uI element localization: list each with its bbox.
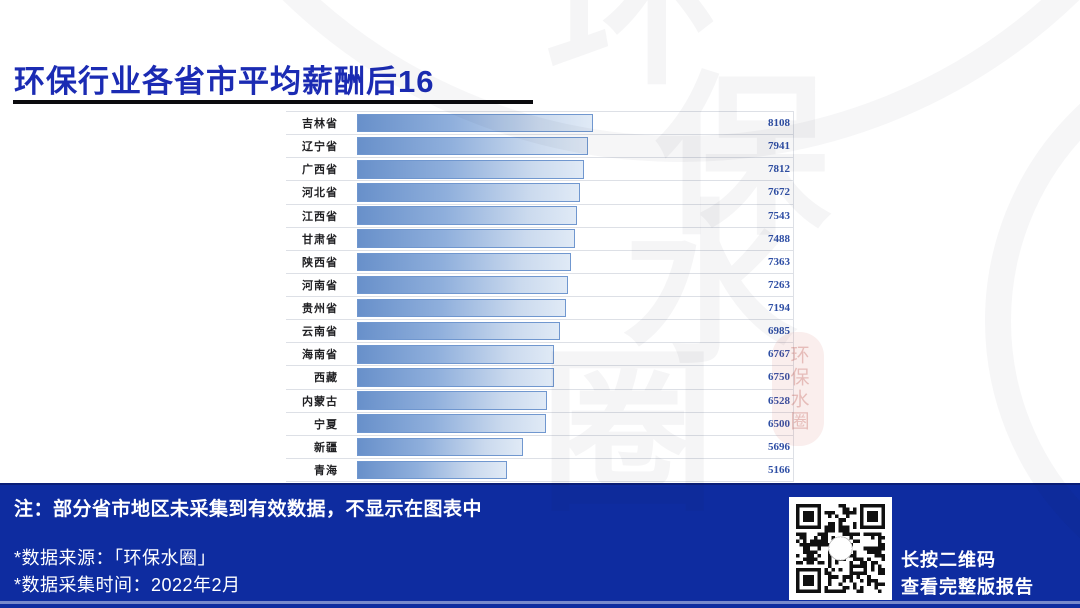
qr-caption-line1: 长按二维码 [901, 550, 996, 570]
chart-row: 海南省 6767 [286, 343, 793, 367]
value-label: 6750 [768, 371, 790, 384]
salary-bar [357, 160, 585, 179]
salary-bar [357, 391, 547, 410]
value-label: 7363 [768, 255, 790, 268]
footer-note: 注：部分省市地区未采集到有效数据，不显示在图表中 [14, 499, 483, 520]
value-label: 6985 [768, 325, 790, 338]
bar-track [357, 160, 793, 179]
chart-row: 青海 5166 [286, 459, 793, 482]
salary-bar [357, 414, 547, 433]
salary-bar-chart: 吉林省 8108 辽宁省 7941 广西省 7812 河北省 7672 江西省 7543 甘肃省 74… [286, 111, 794, 482]
chart-row: 广西省 7812 [286, 158, 793, 182]
data-collect-time-text: *数据采集时间：2022年2月 [14, 575, 241, 595]
salary-bar [357, 345, 554, 364]
province-label: 西藏 [314, 372, 338, 385]
value-label: 7488 [768, 232, 790, 245]
salary-bar [357, 206, 577, 225]
bar-track [357, 252, 793, 272]
data-source-text: *数据来源：「环保水圈」 [14, 548, 217, 568]
chart-row: 贵州省 7194 [286, 297, 793, 321]
watermark-char: 环 [545, 0, 720, 97]
value-label: 6500 [768, 417, 790, 430]
bar-track [357, 136, 793, 156]
salary-bar [357, 298, 567, 318]
chart-row: 内蒙古 6528 [286, 390, 793, 413]
bar-track [357, 345, 793, 364]
bar-track [357, 414, 793, 433]
chart-row: 河南省 7263 [286, 274, 793, 297]
province-label: 贵州省 [302, 303, 338, 316]
chart-row: 吉林省 8108 [286, 112, 793, 136]
salary-bar [357, 229, 575, 248]
chart-row: 西藏 6750 [286, 366, 793, 390]
province-label: 新疆 [314, 441, 338, 454]
province-label: 广西省 [302, 164, 338, 177]
chart-row: 江西省 7543 [286, 205, 793, 228]
bar-track [357, 437, 793, 457]
value-label: 7812 [768, 163, 790, 176]
salary-bar [357, 183, 581, 202]
value-label: 5166 [768, 463, 790, 476]
salary-bar [357, 321, 561, 341]
value-label: 7672 [768, 186, 790, 199]
province-label: 青海 [314, 464, 338, 477]
bar-track [357, 368, 793, 387]
province-label: 河南省 [302, 279, 338, 292]
salary-bar [357, 368, 554, 387]
value-label: 7194 [768, 302, 790, 315]
chart-row: 辽宁省 7941 [286, 135, 793, 159]
province-label: 辽宁省 [302, 141, 338, 154]
province-label: 河北省 [302, 187, 338, 200]
bar-track [357, 391, 793, 410]
salary-bar [357, 275, 569, 295]
province-label: 海南省 [302, 349, 338, 362]
value-label: 5696 [768, 440, 790, 453]
salary-bar [357, 136, 589, 156]
chart-row: 陕西省 7363 [286, 251, 793, 274]
province-label: 江西省 [302, 210, 338, 223]
chart-row: 甘肃省 7488 [286, 228, 793, 251]
province-label: 云南省 [302, 326, 338, 339]
value-label: 8108 [768, 117, 790, 130]
province-label: 宁夏 [314, 418, 338, 431]
title-underline [13, 100, 533, 104]
value-label: 6528 [768, 394, 790, 407]
province-label: 陕西省 [302, 256, 338, 269]
bar-track [357, 275, 793, 295]
value-label: 7941 [768, 140, 790, 153]
salary-bar [357, 252, 572, 272]
province-label: 甘肃省 [302, 233, 338, 246]
bar-track [357, 321, 793, 341]
value-label: 6767 [768, 348, 790, 361]
chart-row: 云南省 6985 [286, 320, 793, 344]
chart-row: 宁夏 6500 [286, 413, 793, 436]
salary-bar [357, 437, 523, 457]
value-label: 7263 [768, 278, 790, 291]
chart-row: 新疆 5696 [286, 436, 793, 459]
qr-code [789, 497, 892, 600]
qr-code-pattern [796, 504, 885, 593]
province-label: 内蒙古 [302, 395, 338, 408]
value-label: 7543 [768, 209, 790, 222]
bar-track [357, 460, 793, 480]
salary-bar [357, 113, 593, 133]
chart-row: 河北省 7672 [286, 181, 793, 205]
bar-track [357, 229, 793, 248]
qr-caption-line2: 查看完整版报告 [901, 577, 1034, 597]
bar-track [357, 206, 793, 225]
province-label: 吉林省 [302, 118, 338, 131]
bar-track [357, 113, 793, 133]
page-title: 环保行业各省市平均薪酬后16 [14, 64, 435, 99]
footer-bar: 注：部分省市地区未采集到有效数据，不显示在图表中 *数据来源：「环保水圈」 *数… [0, 483, 1080, 608]
bar-track [357, 183, 793, 202]
bar-track [357, 298, 793, 318]
salary-bar [357, 460, 508, 480]
